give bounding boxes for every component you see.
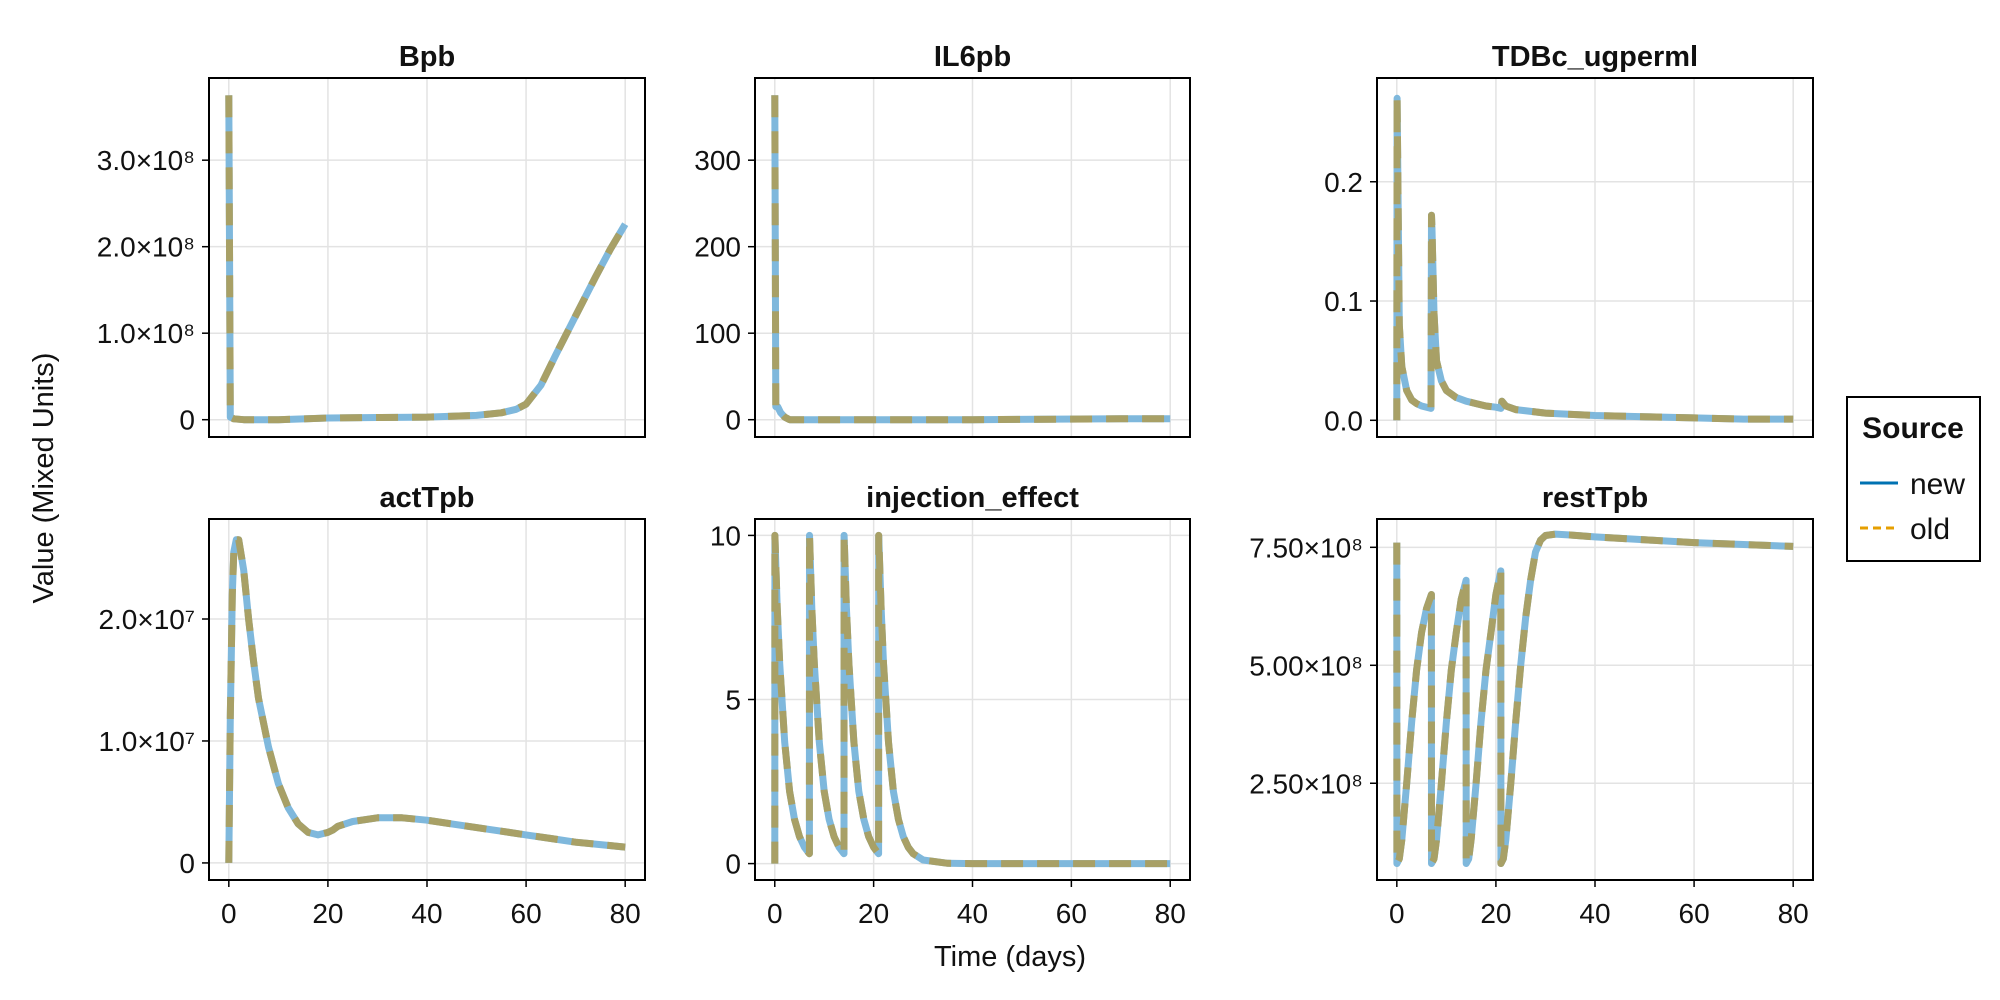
plot-frame bbox=[208, 518, 646, 881]
x-tick-label: 40 bbox=[957, 898, 988, 929]
legend-label-new: new bbox=[1910, 468, 1965, 501]
plot-frame bbox=[754, 518, 1191, 881]
y-tick-label: 5 bbox=[725, 685, 741, 716]
panel-1: Bpb 0 1.0×10⁸ 2.0×10⁸ 3.0×10⁸ bbox=[97, 41, 646, 438]
y-tick-label: 1.0×10⁷ bbox=[98, 726, 195, 757]
x-axis-title: Time (days) bbox=[934, 941, 1086, 973]
series-line-old bbox=[1393, 530, 1794, 867]
panel-3: TDBc_ugperml 0.0 0.1 0.2 bbox=[1324, 41, 1814, 438]
y-tick-label: 200 bbox=[694, 232, 741, 263]
chart-panels: Bpb01.0×10⁸2.0×10⁸3.0×10⁸IL6pb0100200300… bbox=[97, 41, 1814, 929]
y-tick-label: 2.0×10⁸ bbox=[97, 232, 195, 263]
y-axis-title: Value (Mixed Units) bbox=[28, 353, 60, 604]
gridlines bbox=[209, 78, 645, 437]
gridlines bbox=[209, 519, 645, 880]
panel-2: IL6pb 0 100 200 300 bbox=[694, 41, 1191, 438]
x-tick-label: 60 bbox=[1056, 898, 1087, 929]
panel-title: TDBc_ugperml bbox=[1492, 41, 1698, 73]
panel-title: Bpb bbox=[399, 41, 455, 73]
y-tick-label: 5.00×10⁸ bbox=[1249, 650, 1363, 681]
plot-frame bbox=[1376, 518, 1814, 881]
panel-title: IL6pb bbox=[934, 41, 1011, 73]
y-tick-label: 100 bbox=[694, 318, 741, 349]
series-line-old bbox=[771, 531, 1171, 868]
series-line-old bbox=[771, 95, 1171, 424]
plot-frame bbox=[208, 77, 646, 438]
legend-title: Source bbox=[1862, 412, 1964, 445]
y-tick-label: 0.0 bbox=[1324, 405, 1363, 436]
panel-5: injection_effect 0 5 10 0 20 40 60 80 bbox=[710, 482, 1191, 929]
series-line-old bbox=[1393, 94, 1794, 423]
x-tick-label: 0 bbox=[767, 898, 783, 929]
x-tick-label: 20 bbox=[858, 898, 889, 929]
y-tick-label: 7.50×10⁸ bbox=[1249, 532, 1363, 563]
x-tick-label: 80 bbox=[1155, 898, 1186, 929]
gridlines bbox=[755, 519, 1190, 880]
x-tick-label: 80 bbox=[1778, 898, 1809, 929]
y-tick-label: 3.0×10⁸ bbox=[97, 145, 195, 176]
x-tick-label: 0 bbox=[1389, 898, 1405, 929]
y-tick-label: 300 bbox=[694, 145, 741, 176]
x-tick-label: 20 bbox=[1480, 898, 1511, 929]
x-tick-label: 60 bbox=[1679, 898, 1710, 929]
y-tick-label: 0 bbox=[725, 405, 741, 436]
y-tick-label: 2.0×10⁷ bbox=[98, 604, 195, 635]
gridlines bbox=[1377, 519, 1813, 880]
y-tick-label: 0.1 bbox=[1324, 286, 1363, 317]
legend-label-old: old bbox=[1910, 513, 1950, 546]
y-tick-label: 0.2 bbox=[1324, 167, 1363, 198]
x-tick-label: 80 bbox=[610, 898, 641, 929]
panel-4: actTpb 0 1.0×10⁷ 2.0×10⁷ 0 20 40 60 80 bbox=[98, 482, 646, 929]
panel-title: restTpb bbox=[1542, 482, 1648, 514]
legend: Source new old bbox=[1846, 396, 1981, 562]
y-tick-label: 2.50×10⁸ bbox=[1249, 768, 1363, 799]
panel-title: actTpb bbox=[379, 482, 474, 514]
gridlines bbox=[755, 78, 1190, 437]
y-tick-label: 0 bbox=[179, 848, 195, 879]
series-line-old bbox=[225, 95, 629, 424]
x-tick-label: 60 bbox=[511, 898, 542, 929]
series-line-old bbox=[225, 536, 626, 863]
x-tick-label: 40 bbox=[1579, 898, 1610, 929]
x-tick-label: 40 bbox=[411, 898, 442, 929]
x-tick-label: 20 bbox=[312, 898, 343, 929]
y-tick-label: 1.0×10⁸ bbox=[97, 318, 195, 349]
y-tick-label: 10 bbox=[710, 520, 741, 551]
legend-box bbox=[1846, 396, 1981, 562]
plot-frame bbox=[754, 77, 1191, 438]
y-tick-label: 0 bbox=[179, 405, 195, 436]
y-tick-label: 0 bbox=[725, 849, 741, 880]
panel-6: restTpb 2.50×10⁸ 5.00×10⁸ 7.50×10⁸ 0 20 40 60 80 bbox=[1249, 482, 1814, 929]
panel-title: injection_effect bbox=[866, 482, 1079, 514]
plot-frame bbox=[1376, 77, 1814, 438]
x-tick-label: 0 bbox=[221, 898, 237, 929]
